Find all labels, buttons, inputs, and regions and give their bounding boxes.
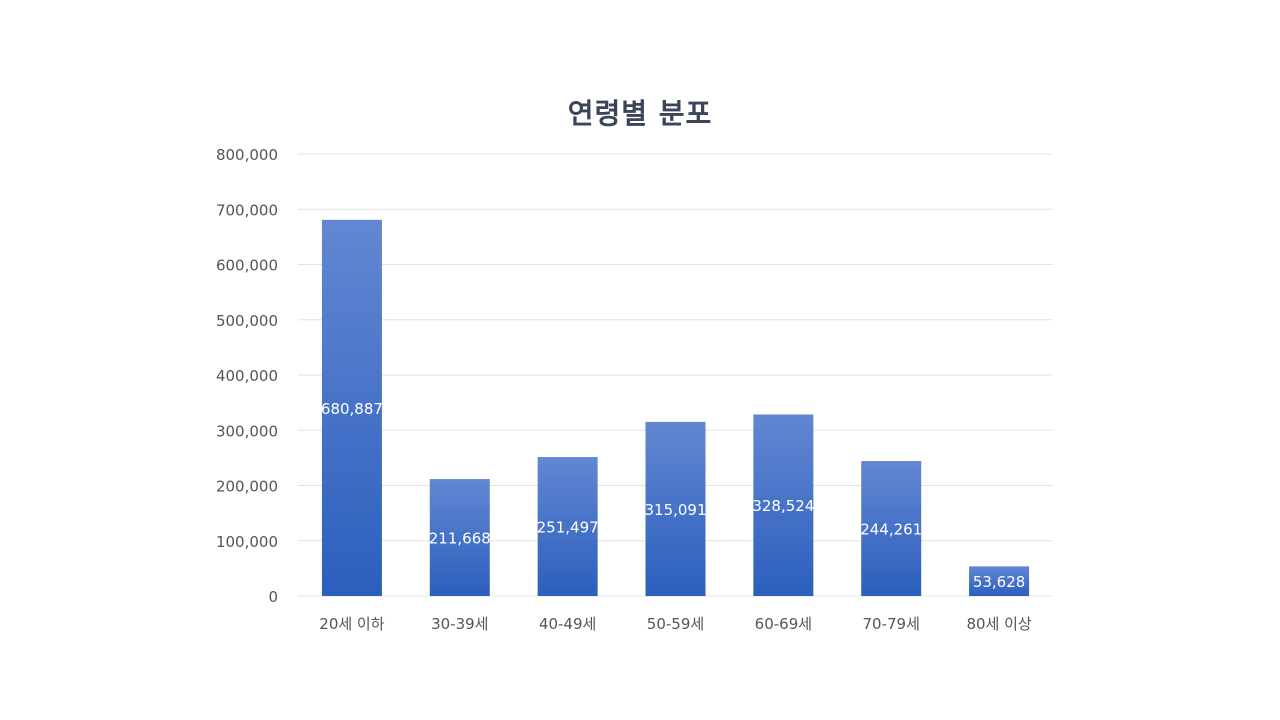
x-axis-tick-labels: 20세 이하 30-39세 40-49세 50-59세 60-69세 70-79세 80세 … [319, 615, 1032, 633]
x-tick-label: 30-39세 [431, 615, 488, 633]
x-tick-label: 50-59세 [647, 615, 704, 633]
y-tick-label: 500,000 [216, 312, 278, 330]
y-axis-tick-labels: 0 100,000 200,000 300,000 400,000 500,000 600,… [216, 146, 278, 606]
data-label: 244,261 [860, 521, 922, 539]
y-tick-label: 600,000 [216, 257, 278, 275]
y-tick-label: 300,000 [216, 422, 278, 440]
data-label: 680,887 [321, 400, 383, 418]
x-tick-label: 80세 이상 [966, 615, 1031, 633]
y-tick-label: 200,000 [216, 478, 278, 496]
x-tick-label: 40-49세 [539, 615, 596, 633]
y-tick-label: 100,000 [216, 533, 278, 551]
y-tick-label: 800,000 [216, 146, 278, 164]
y-tick-label: 400,000 [216, 367, 278, 385]
x-tick-label: 60-69세 [755, 615, 812, 633]
data-label: 328,524 [752, 497, 814, 515]
x-tick-label: 70-79세 [863, 615, 920, 633]
data-label: 251,497 [537, 519, 599, 537]
x-tick-label: 20세 이하 [319, 615, 384, 633]
data-label: 211,668 [429, 530, 491, 548]
y-tick-label: 700,000 [216, 201, 278, 219]
data-label: 53,628 [973, 573, 1026, 591]
y-tick-label: 0 [268, 588, 278, 606]
data-label: 315,091 [644, 501, 706, 519]
